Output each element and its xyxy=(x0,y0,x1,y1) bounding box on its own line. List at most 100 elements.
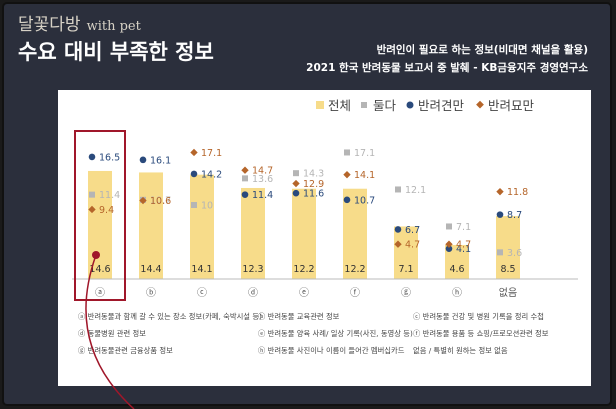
marker-value-label: 3.6 xyxy=(507,248,522,259)
marker-value-label: 14.3 xyxy=(303,169,324,180)
source-line-1: 반려인이 필요로 하는 정보(비대면 채널을 활용) xyxy=(376,44,588,56)
marker xyxy=(241,191,249,198)
marker-value-label: 4.1 xyxy=(456,244,471,255)
legend-label: 둘다 xyxy=(373,98,397,113)
footnote: ⓒ 반려동물 건강 및 병원 기록을 정리 수첩 xyxy=(413,312,544,321)
footnote: ⓕ 반려동물 용품 등 쇼핑/프로모션관련 정보 xyxy=(413,329,549,338)
bar xyxy=(496,216,520,279)
bar-chart: 전체 둘다 반려견만 반려묘만 14.6 14.4 14.1 12.3 12.2 12.2 7.1 4… xyxy=(72,98,578,355)
marker-value-label: 7.1 xyxy=(456,222,471,233)
brand-sub: with pet xyxy=(86,19,141,34)
bar xyxy=(241,187,265,279)
marker xyxy=(344,149,350,156)
category-label: ⓖ xyxy=(401,287,411,299)
category-label: ⓕ xyxy=(350,287,360,299)
marker xyxy=(496,188,504,196)
bar-value-label: 8.5 xyxy=(500,264,515,275)
marker xyxy=(343,196,351,204)
marker xyxy=(496,211,504,218)
marker xyxy=(292,189,300,197)
marker-value-label: 9.4 xyxy=(99,205,114,216)
marker xyxy=(190,148,198,157)
footnote: ⓔ 반려동물 양육 사례/ 일상 기록(사진, 동영상 등) xyxy=(258,329,413,338)
marker xyxy=(89,191,95,198)
category-label: ⓐ xyxy=(95,287,105,299)
marker xyxy=(446,223,452,230)
marker-value-label: 11.6 xyxy=(303,189,324,200)
marker-value-label: 11.4 xyxy=(252,190,273,201)
legend-swatch xyxy=(361,102,367,108)
category-label: ⓒ xyxy=(197,287,207,299)
legend-swatch xyxy=(406,101,414,109)
bar-value-label: 12.2 xyxy=(293,264,314,275)
marker-value-label: 6.7 xyxy=(405,225,420,236)
footnote: ⓐ 반려동물과 함께 갈 수 있는 장소 정보(카페, 숙박시설 등) xyxy=(78,312,262,321)
legend-label: 전체 xyxy=(328,98,351,113)
brand-logo: 달꽃다방 with pet xyxy=(18,10,141,35)
category-label: ⓓ xyxy=(248,287,258,299)
brand-name: 달꽃다방 xyxy=(18,15,81,35)
source-line-2: 2021 한국 반려동물 보고서 중 발췌 - KB금융지주 경영연구소 xyxy=(306,62,588,74)
category-label: ⓗ xyxy=(452,287,462,299)
marker-value-label: 12.1 xyxy=(405,185,426,196)
marker xyxy=(497,249,503,256)
footnote: ⓑ 반려동물 교육관련 정보 xyxy=(258,312,340,321)
marker-value-label: 14.2 xyxy=(201,169,222,180)
marker xyxy=(445,245,453,252)
category-label: ⓑ xyxy=(146,287,156,299)
bar-value-label: 14.6 xyxy=(89,264,110,275)
chart-panel: 전체 둘다 반려견만 반려묘만 14.6 14.4 14.1 12.3 12.2 12.2 7.1 4… xyxy=(58,90,591,386)
marker xyxy=(445,240,453,248)
marker-value-label: 14.7 xyxy=(252,166,273,177)
marker-value-label: 10 xyxy=(201,201,213,212)
legend-label: 반려묘만 xyxy=(488,98,535,113)
marker xyxy=(395,186,401,193)
legend-swatch xyxy=(316,101,324,109)
bar-value-label: 7.1 xyxy=(398,264,413,275)
bar-value-label: 14.4 xyxy=(140,264,161,275)
marker xyxy=(394,240,402,248)
bar xyxy=(343,188,367,279)
marker-value-label: 17.1 xyxy=(201,148,222,159)
marker-value-label: 11.8 xyxy=(507,187,528,198)
bar-value-label: 4.6 xyxy=(449,264,464,275)
bar xyxy=(190,174,214,279)
marker xyxy=(241,166,249,174)
marker-value-label: 8.7 xyxy=(507,210,522,221)
marker-value-label: 4.7 xyxy=(405,240,420,251)
marker xyxy=(139,196,147,205)
footnote: ⓗ 반려동물 사진이나 이름이 들어간 멤버십카드 xyxy=(258,346,405,355)
marker-value-label: 4.7 xyxy=(456,240,471,251)
marker-value-label: 16.5 xyxy=(99,152,120,163)
marker xyxy=(293,170,299,177)
marker-value-label: 12.9 xyxy=(303,179,324,190)
bar-value-label: 14.1 xyxy=(191,264,212,275)
marker xyxy=(343,170,351,179)
marker-value-label: 13.6 xyxy=(252,174,273,185)
bar xyxy=(394,226,418,279)
footnote: ⓖ 반려동물관련 금융상품 정보 xyxy=(78,346,173,355)
bar-value-label: 12.3 xyxy=(242,264,263,275)
bar xyxy=(88,170,112,279)
marker-value-label: 10.7 xyxy=(354,195,375,206)
marker xyxy=(139,156,147,164)
bar-value-label: 12.2 xyxy=(344,264,365,275)
marker-value-label: 17.1 xyxy=(354,148,375,159)
category-label: ⓔ xyxy=(299,287,309,299)
marker-value-label: 10.7 xyxy=(150,195,171,206)
marker xyxy=(88,153,96,161)
marker-value-label: 14.1 xyxy=(354,170,375,181)
marker xyxy=(242,175,248,182)
marker-value-label: 10.6 xyxy=(150,196,171,207)
bar xyxy=(292,188,316,279)
marker xyxy=(191,202,197,208)
legend-swatch xyxy=(476,100,484,109)
marker-value-label: 11.4 xyxy=(99,190,120,201)
category-label: 없음 xyxy=(499,286,517,299)
bar xyxy=(139,172,163,279)
marker xyxy=(190,170,198,178)
marker xyxy=(394,226,402,233)
marker xyxy=(292,179,300,188)
footnote: 없음 / 특별히 원하는 정보 없음 xyxy=(413,346,508,355)
page-title: 수요 대비 부족한 정보 xyxy=(18,40,214,64)
